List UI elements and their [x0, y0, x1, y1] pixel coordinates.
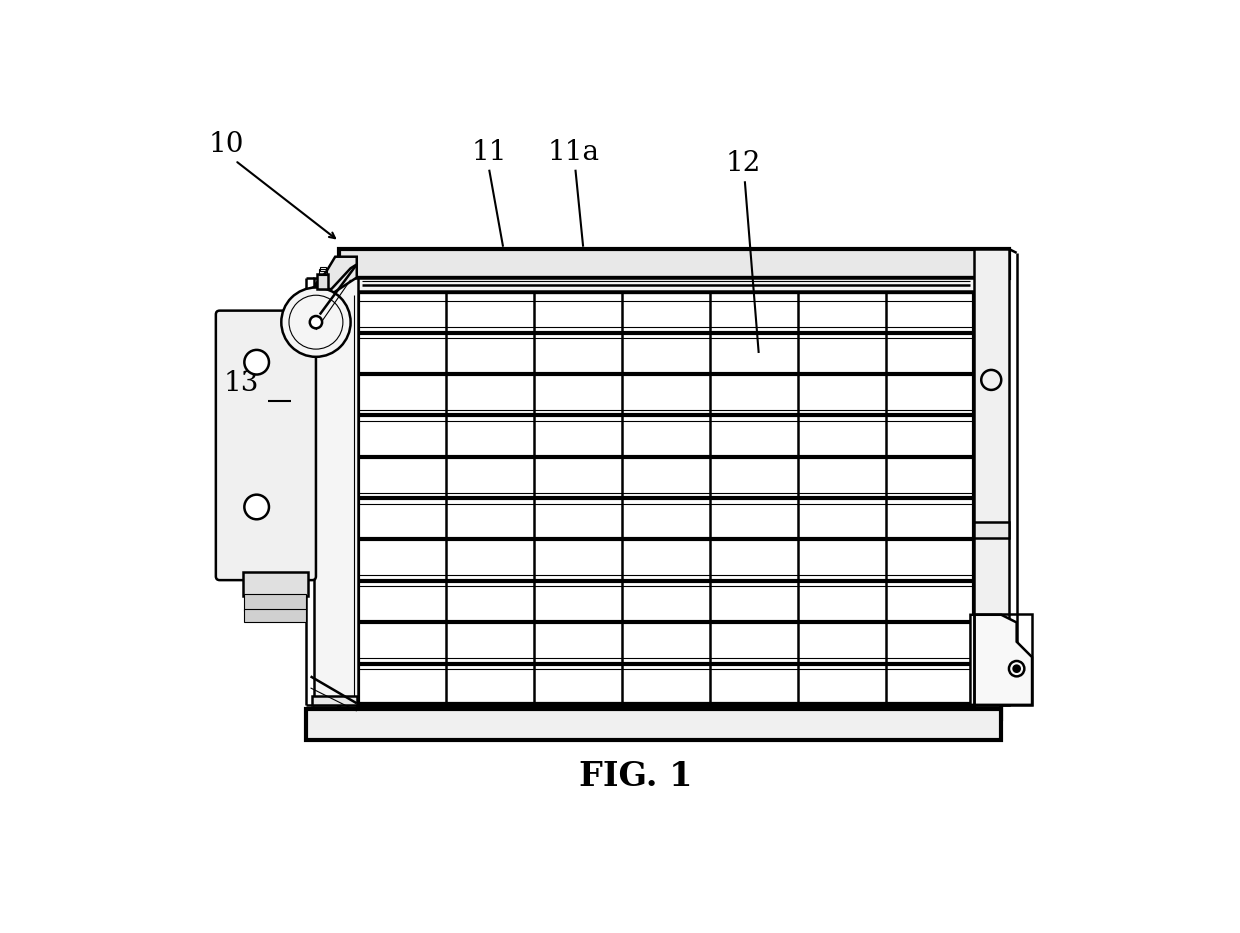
Bar	[355, 281, 986, 291]
Bar	[314, 277, 358, 704]
Polygon shape	[316, 257, 357, 289]
Bar	[975, 249, 1009, 704]
Bar	[355, 293, 986, 300]
Circle shape	[281, 287, 351, 356]
Polygon shape	[971, 615, 1032, 704]
FancyBboxPatch shape	[216, 311, 316, 580]
Circle shape	[244, 494, 269, 520]
Text: 12: 12	[725, 150, 761, 177]
Circle shape	[310, 316, 322, 328]
Circle shape	[1013, 665, 1019, 672]
Text: 11a: 11a	[548, 139, 600, 166]
Bar	[358, 291, 975, 704]
Bar	[320, 267, 326, 271]
Bar	[244, 609, 306, 622]
Bar	[319, 269, 326, 275]
Text: 11: 11	[471, 139, 507, 166]
Bar	[339, 277, 1001, 718]
Bar	[306, 709, 1001, 740]
Text: 13: 13	[223, 369, 259, 397]
Text: FIG. 1: FIG. 1	[579, 760, 692, 793]
Polygon shape	[312, 696, 357, 704]
Circle shape	[244, 350, 269, 374]
Polygon shape	[243, 573, 309, 595]
Bar	[317, 273, 329, 289]
Bar	[975, 614, 1032, 704]
Bar	[244, 594, 306, 611]
Polygon shape	[306, 264, 357, 307]
Bar	[975, 522, 1009, 537]
Bar	[355, 277, 978, 291]
Polygon shape	[339, 249, 1009, 277]
Text: 10: 10	[208, 132, 243, 159]
